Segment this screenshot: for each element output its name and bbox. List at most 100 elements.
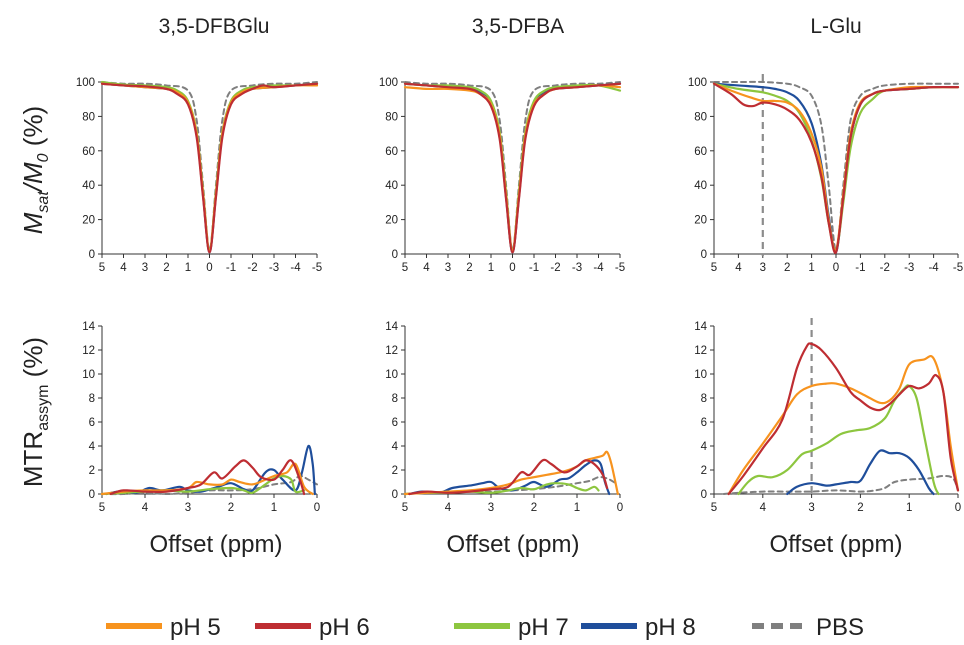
x-tick-label: -2 [550, 262, 560, 274]
y-tick-label: 2 [701, 465, 707, 477]
y-tick-label: 2 [392, 465, 398, 477]
y-tick-label: 4 [392, 441, 399, 453]
x-tick-label: 0 [955, 502, 961, 514]
x-tick-label: 2 [531, 502, 537, 514]
x-tick-label: -4 [290, 262, 301, 274]
series-line-pbs [101, 81, 318, 252]
y-tick-label: 4 [701, 441, 708, 453]
x-tick-label: -3 [572, 262, 582, 274]
series-line-ph-6 [100, 82, 319, 254]
series-line-ph-7 [100, 80, 319, 252]
x-tick-label: -2 [880, 262, 890, 274]
x-tick-label: 1 [185, 262, 191, 274]
y-tick-label: 12 [385, 345, 398, 357]
series-line-ph-8 [408, 459, 611, 496]
series-line-ph-7 [737, 384, 940, 496]
x-tick-label: 2 [228, 502, 234, 514]
series-line-ph-8 [786, 449, 935, 496]
x-tick-label: -1 [529, 262, 539, 274]
x-tick-label: 4 [142, 502, 149, 514]
y-tick-label: 8 [392, 393, 398, 405]
y-tick-label: 2 [89, 465, 95, 477]
y-tick-label: 60 [694, 146, 707, 158]
series-line-ph-5 [712, 82, 960, 253]
series-line-ph-5 [727, 355, 960, 496]
panel-title-1: 3,5-DFBGlu [159, 15, 270, 38]
series-line-ph-8 [100, 82, 319, 254]
y-tick-label: 14 [82, 321, 95, 333]
series-line-ph-8 [105, 444, 316, 496]
legend-item: pH 6 [255, 614, 370, 641]
y-tick-label: 12 [694, 345, 707, 357]
x-tick-label: 5 [99, 262, 105, 274]
series-line-ph-6 [109, 459, 306, 496]
y-tick-label: 0 [392, 249, 398, 261]
series-line-ph-6 [727, 342, 960, 496]
series-line-pbs [404, 81, 621, 252]
x-tick-label: 1 [906, 502, 912, 514]
series-line-pbs [713, 80, 959, 252]
x-tick-label: 0 [206, 262, 212, 274]
legend-label: PBS [816, 614, 864, 641]
panel-title-3: L-Glu [810, 15, 861, 38]
chart-panel-2: 0 20 40 60 80 100 5 4 3 2 1 0 -1 -2 -3 -4 -5 [379, 77, 625, 274]
x-tick-label: 5 [711, 262, 717, 274]
x-tick-label: -2 [247, 262, 257, 274]
x-tick-label: 0 [617, 502, 623, 514]
y-tick-label: 4 [89, 441, 96, 453]
y-tick-label: 0 [701, 249, 707, 261]
y-tick-label: 60 [385, 146, 398, 158]
x-tick-label: -4 [593, 262, 604, 274]
series-line-ph-8 [403, 82, 622, 254]
y-tick-label: 10 [385, 369, 398, 381]
series-line-ph-6 [408, 458, 609, 496]
y-tick-label: 6 [701, 417, 707, 429]
y-tick-label: 6 [392, 417, 398, 429]
top-y-axis-label: Msat/M0 (%) [18, 106, 52, 234]
x-tick-label: -5 [615, 262, 625, 274]
panel-title-2: 3,5-DFBA [472, 15, 564, 38]
chart-panel-3: 0 20 40 60 80 100 5 4 3 2 1 0 -1 -2 -3 -4 -5 [688, 74, 963, 274]
x-tick-label: 4 [760, 502, 767, 514]
y-tick-label: 10 [694, 369, 707, 381]
legend-label: pH 6 [319, 614, 370, 641]
y-tick-label: 6 [89, 417, 95, 429]
y-tick-label: 100 [379, 77, 398, 89]
x-tick-label: 2 [163, 262, 169, 274]
x-axis-label: Offset (ppm) [447, 531, 580, 558]
x-tick-label: 3 [185, 502, 191, 514]
chart-panel-1: 0 20 40 60 80 100 5 4 3 2 1 0 -1 -2 -3 -4 -5 [76, 77, 322, 274]
y-tick-label: 0 [701, 489, 707, 501]
y-tick-label: 0 [392, 489, 398, 501]
x-tick-label: 0 [509, 262, 515, 274]
legend-item: pH 7 [454, 614, 569, 641]
series-line-ph-5 [100, 82, 319, 252]
y-tick-label: 40 [694, 180, 707, 192]
x-tick-label: 0 [314, 502, 320, 514]
x-tick-label: 5 [402, 262, 408, 274]
x-axis-label: Offset (ppm) [770, 531, 903, 558]
x-tick-label: 3 [445, 262, 451, 274]
y-tick-label: 80 [694, 111, 707, 123]
x-tick-label: 1 [488, 262, 494, 274]
y-tick-label: 20 [694, 215, 707, 227]
x-axis-label: Offset (ppm) [150, 531, 283, 558]
y-tick-label: 0 [89, 249, 95, 261]
x-tick-label: 5 [711, 502, 717, 514]
legend: pH 5 pH 6 pH 7 pH 8 PBS [106, 614, 864, 641]
bottom-y-axis-label: MTRassym (%) [18, 337, 52, 487]
x-tick-label: 3 [808, 502, 814, 514]
x-tick-label: 0 [833, 262, 839, 274]
series-line-ph-6 [712, 82, 960, 254]
series-line-ph-7 [403, 82, 622, 252]
x-tick-label: -3 [269, 262, 279, 274]
legend-item: PBS [752, 614, 864, 641]
x-tick-label: -4 [928, 262, 939, 274]
y-tick-label: 60 [82, 146, 95, 158]
x-tick-label: -1 [226, 262, 236, 274]
x-tick-label: 2 [857, 502, 863, 514]
x-tick-label: 4 [423, 262, 430, 274]
x-tick-label: 3 [488, 502, 494, 514]
